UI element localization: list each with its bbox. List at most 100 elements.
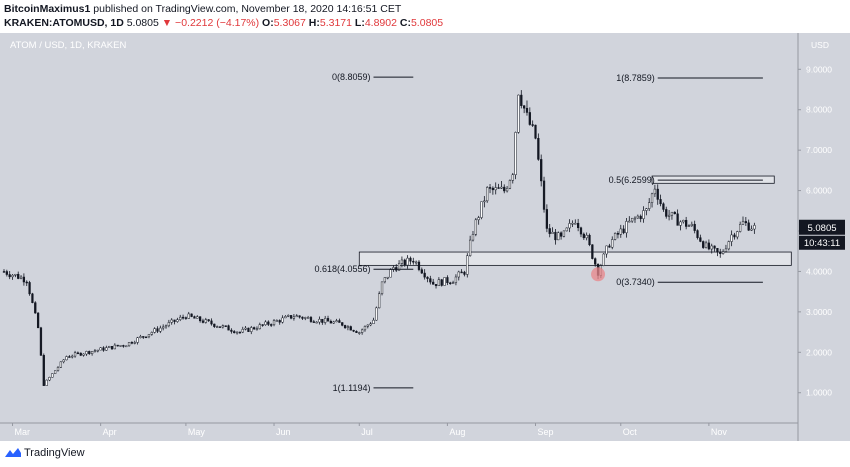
candle-body bbox=[230, 329, 233, 332]
candle-body bbox=[167, 322, 170, 327]
candle-body bbox=[525, 107, 529, 113]
candle-body bbox=[162, 326, 165, 329]
candle-body bbox=[372, 319, 375, 324]
candle-body bbox=[483, 200, 486, 203]
publish-info: published on TradingView.com, November 1… bbox=[93, 3, 402, 15]
candle-body bbox=[247, 327, 250, 332]
candle-body bbox=[85, 351, 88, 355]
candle-body bbox=[258, 324, 261, 330]
candle-body bbox=[474, 219, 477, 235]
candle-body bbox=[727, 241, 730, 250]
candle-body bbox=[255, 328, 259, 331]
high-label: H: bbox=[308, 17, 320, 29]
candle-body bbox=[471, 234, 475, 241]
candle-body bbox=[434, 284, 438, 286]
candle-body bbox=[679, 221, 682, 226]
tradingview-brand[interactable]: TradingView bbox=[24, 447, 85, 459]
candle-body bbox=[51, 373, 54, 378]
candle-body bbox=[324, 318, 327, 323]
candle-body bbox=[690, 223, 693, 226]
candle-body bbox=[207, 319, 210, 322]
author-name[interactable]: BitcoinMaximus1 bbox=[4, 3, 91, 15]
candle-body bbox=[71, 355, 74, 358]
candle-body bbox=[451, 282, 455, 284]
candle-body bbox=[633, 217, 637, 220]
candle-body bbox=[457, 271, 460, 278]
candle-body bbox=[477, 217, 480, 221]
candle-body bbox=[676, 213, 679, 226]
y-tick-label: 8.0000 bbox=[806, 105, 832, 115]
candle-body bbox=[147, 334, 151, 338]
last-price: 5.0805 bbox=[126, 17, 159, 29]
candle-body bbox=[713, 245, 716, 249]
open-value: 5.3067 bbox=[273, 17, 306, 29]
candle-body bbox=[48, 377, 51, 381]
candle-body bbox=[338, 320, 341, 323]
candle-body bbox=[639, 215, 642, 220]
candle-body bbox=[528, 112, 531, 125]
candle-body bbox=[520, 94, 523, 106]
candle-body bbox=[568, 223, 571, 229]
candle-body bbox=[5, 271, 8, 275]
candle-body bbox=[110, 346, 114, 350]
candle-body bbox=[463, 271, 466, 275]
candle-body bbox=[8, 274, 11, 278]
x-tick-label: Nov bbox=[711, 427, 728, 437]
candle-body bbox=[534, 124, 537, 139]
candle-body bbox=[653, 188, 657, 195]
candle-body bbox=[122, 345, 125, 347]
candle-body bbox=[667, 214, 671, 217]
candle-body bbox=[176, 319, 179, 322]
candle-body bbox=[469, 239, 472, 256]
candle-body bbox=[446, 277, 449, 284]
fib-level-label: 0(3.7340) bbox=[616, 277, 655, 287]
candle-body bbox=[744, 221, 747, 224]
candle-body bbox=[93, 350, 97, 352]
candle-body bbox=[270, 324, 273, 326]
candle-body bbox=[491, 187, 495, 191]
candle-body bbox=[693, 223, 696, 231]
candle-body bbox=[571, 222, 574, 225]
candle-body bbox=[505, 187, 509, 192]
candle-body bbox=[355, 330, 358, 333]
x-tick-label: Jul bbox=[361, 427, 373, 437]
candle-body bbox=[210, 320, 213, 325]
candle-body bbox=[682, 219, 685, 223]
candle-body bbox=[42, 355, 45, 386]
candle-body bbox=[252, 327, 256, 330]
candle-body bbox=[488, 187, 492, 189]
candle-body bbox=[545, 209, 549, 229]
candle-body bbox=[164, 325, 168, 328]
y-tick-label: 2.0000 bbox=[806, 347, 832, 357]
candle-body bbox=[144, 336, 148, 339]
candle-body bbox=[79, 352, 82, 356]
candle-body bbox=[187, 313, 190, 319]
candle-body bbox=[642, 210, 645, 220]
candle-body bbox=[378, 293, 381, 309]
candle-body bbox=[221, 325, 224, 328]
candle-body bbox=[76, 352, 80, 355]
y-tick-label: 6.0000 bbox=[806, 186, 832, 196]
countdown-tag-label: 10:43:11 bbox=[804, 238, 840, 249]
candle-body bbox=[216, 326, 219, 328]
candle-body bbox=[739, 224, 742, 232]
candle-body bbox=[710, 245, 713, 250]
candle-body bbox=[130, 342, 134, 344]
candle-body bbox=[267, 321, 270, 325]
candle-body bbox=[511, 174, 514, 181]
candlestick-chart[interactable]: ATOM / USD, 1D, KRAKEN USD 9.0000 8.0000 7.0… bbox=[0, 33, 850, 441]
candle-body bbox=[736, 231, 739, 238]
candle-body bbox=[417, 261, 421, 270]
candle-body bbox=[14, 273, 17, 276]
candle-body bbox=[565, 227, 568, 232]
candle-body bbox=[437, 279, 441, 286]
candle-body bbox=[360, 329, 364, 333]
candle-body bbox=[687, 225, 691, 227]
candle-body bbox=[605, 245, 608, 255]
candle-body bbox=[628, 220, 631, 223]
candle-body bbox=[204, 319, 207, 323]
candle-body bbox=[250, 327, 253, 332]
chart-plot-area[interactable]: ATOM / USD, 1D, KRAKEN USD 9.0000 8.0000 7.0… bbox=[0, 33, 850, 441]
candle-body bbox=[298, 315, 301, 318]
candle-body bbox=[582, 233, 585, 239]
